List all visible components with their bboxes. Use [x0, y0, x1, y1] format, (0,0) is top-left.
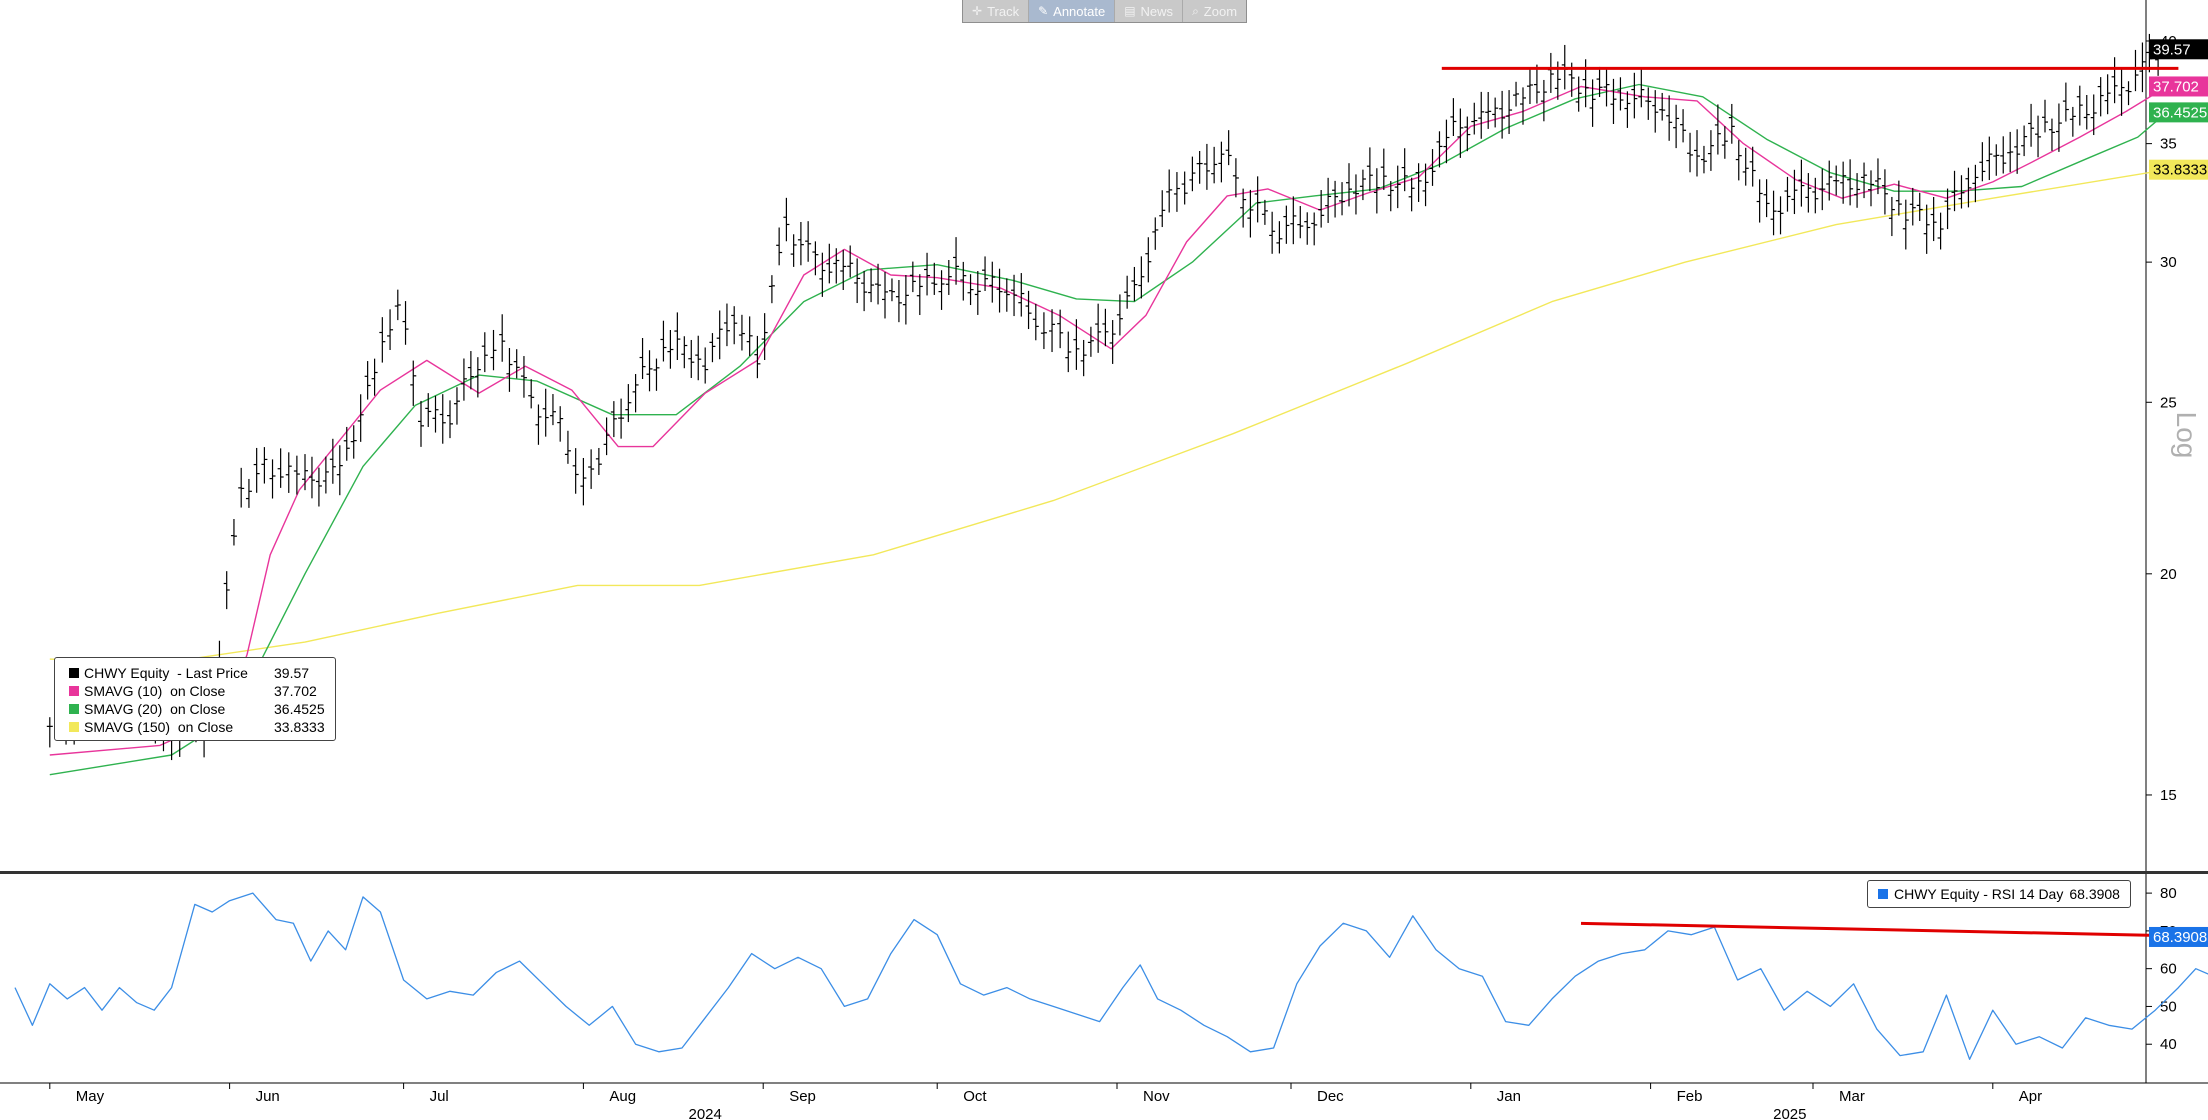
x-tick-label-apr: Apr: [2019, 1088, 2042, 1105]
legend-label: SMAVG (10) on Close: [84, 683, 226, 699]
price-tag-box: [2149, 159, 2208, 180]
price-tag: 36.4525: [2149, 102, 2208, 123]
price-tag: 39.57: [2149, 39, 2208, 60]
sma10-line: [49, 85, 2168, 756]
price-tag-text: 33.8333: [2153, 162, 2207, 179]
sma150-line: [49, 169, 2167, 665]
price-tag-text: 37.702: [2153, 78, 2199, 95]
price-tag-box: [2149, 76, 2208, 97]
legend-swatch: [69, 686, 79, 696]
log-scale-label: Log: [2171, 412, 2202, 459]
pane-divider: [0, 871, 2208, 874]
rsi-y-tick-label: 80: [2160, 885, 2177, 902]
rsi-legend[interactable]: CHWY Equity - RSI 14 Day 68.3908: [1867, 880, 2131, 908]
news-button[interactable]: ▤ News: [1115, 0, 1184, 22]
year-label-2024: 2024: [689, 1106, 722, 1120]
x-tick-label-sep: Sep: [789, 1088, 816, 1105]
legend-row-sma10: SMAVG (10) on Close 37.702: [69, 682, 325, 700]
rsi-tag-text: 68.3908: [2153, 929, 2207, 946]
x-tick-label-feb: Feb: [1677, 1088, 1703, 1105]
price-tag-text: 39.57: [2153, 41, 2191, 58]
legend-label: CHWY Equity - RSI 14 Day: [1894, 886, 2064, 902]
x-tick-label-jun: Jun: [256, 1088, 280, 1105]
track-button[interactable]: ✛ Track: [963, 0, 1030, 22]
year-label-2025: 2025: [1773, 1106, 1806, 1120]
magnifier-icon: ⌕: [1192, 3, 1199, 18]
rsi-tag: 68.3908: [2149, 926, 2208, 947]
track-label: Track: [987, 3, 1020, 19]
x-tick-label-jan: Jan: [1497, 1088, 1521, 1105]
rsi-tag-box: [2149, 926, 2208, 947]
legend-row-sma150: SMAVG (150) on Close 33.8333: [69, 718, 325, 736]
crosshair-icon: ✛: [972, 4, 983, 18]
x-tick-label-nov: Nov: [1143, 1088, 1170, 1105]
rsi-trendline: [1580, 921, 2208, 939]
legend-swatch: [69, 668, 79, 678]
annotate-button[interactable]: ✎ Annotate: [1029, 0, 1116, 22]
zoom-label: Zoom: [1203, 3, 1238, 19]
price-y-tick-label: 35: [2160, 136, 2177, 153]
price-y-tick-label: 30: [2160, 254, 2177, 271]
x-tick-label-may: May: [76, 1088, 105, 1105]
legend-value: 39.57: [274, 665, 310, 681]
x-tick-label-mar: Mar: [1839, 1088, 1865, 1105]
legend-value: 33.8333: [274, 719, 325, 735]
legend-label: SMAVG (20) on Close: [84, 701, 226, 717]
legend-row-price: CHWY Equity - Last Price 39.57: [69, 664, 325, 682]
legend-swatch: [69, 704, 79, 714]
price-tag: 33.8333: [2149, 159, 2208, 180]
rsi-y-tick-label: 60: [2160, 961, 2177, 978]
price-tag-text: 36.4525: [2153, 104, 2207, 121]
price-bars: [46, 33, 2162, 761]
x-tick-label-dec: Dec: [1317, 1088, 1344, 1105]
legend-swatch: [69, 722, 79, 732]
rsi-y-tick-label: 40: [2160, 1036, 2177, 1053]
legend-row-sma20: SMAVG (20) on Close 36.4525: [69, 700, 325, 718]
x-tick-label-oct: Oct: [963, 1088, 987, 1105]
sma20-line: [49, 83, 2168, 776]
chart-toolbar: ✛ Track ✎ Annotate ▤ News ⌕ Zoom: [962, 0, 1248, 23]
price-y-tick-label: 15: [2160, 787, 2177, 804]
price-tag-box: [2149, 39, 2208, 60]
legend-label: CHWY Equity - Last Price: [84, 665, 248, 681]
legend-value: 37.702: [274, 683, 317, 699]
x-tick-label-jul: Jul: [430, 1088, 449, 1105]
price-tag: 37.702: [2149, 76, 2208, 97]
price-y-tick-label: 25: [2160, 394, 2177, 411]
legend-value: 36.4525: [274, 701, 325, 717]
news-label: News: [1140, 3, 1174, 19]
pencil-icon: ✎: [1038, 4, 1049, 18]
rsi-line: [14, 892, 2208, 1060]
price-tag-box: [2149, 102, 2208, 123]
rsi-y-tick-label: 50: [2160, 998, 2177, 1015]
annotate-label: Annotate: [1053, 3, 1106, 19]
legend-label: SMAVG (150) on Close: [84, 719, 234, 735]
price-legend[interactable]: CHWY Equity - Last Price 39.57 SMAVG (10…: [54, 657, 336, 741]
price-y-tick-label: 20: [2160, 566, 2177, 583]
news-icon: ▤: [1124, 4, 1136, 18]
x-tick-label-aug: Aug: [609, 1088, 636, 1105]
zoom-button[interactable]: ⌕ Zoom: [1183, 0, 1246, 22]
legend-swatch: [1878, 889, 1888, 899]
legend-value: 68.3908: [2069, 886, 2120, 902]
